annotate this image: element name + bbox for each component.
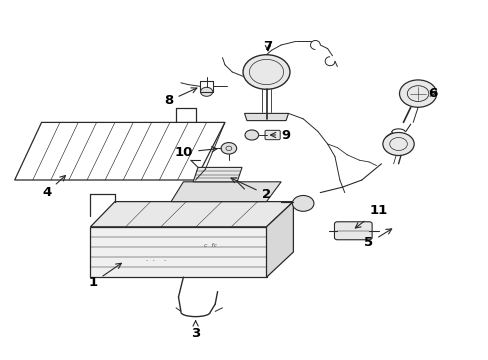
Text: 10: 10 — [174, 146, 217, 159]
FancyBboxPatch shape — [264, 130, 280, 140]
Text: 1: 1 — [88, 263, 121, 289]
Text: 4: 4 — [42, 176, 65, 199]
Circle shape — [382, 132, 413, 156]
Circle shape — [221, 143, 236, 154]
Text: 8: 8 — [164, 88, 197, 107]
Text: ·  ·    ·: · · · — [146, 258, 166, 264]
Circle shape — [200, 87, 212, 96]
Polygon shape — [171, 182, 281, 202]
FancyBboxPatch shape — [334, 222, 371, 240]
Text: 2: 2 — [230, 178, 270, 201]
Circle shape — [399, 80, 436, 107]
Text: 5: 5 — [364, 229, 391, 249]
Text: c  fc: c fc — [203, 243, 216, 248]
Polygon shape — [244, 113, 288, 121]
Polygon shape — [90, 227, 266, 277]
Text: 9: 9 — [270, 129, 290, 141]
Text: 11: 11 — [355, 204, 386, 228]
Text: 7: 7 — [263, 40, 272, 53]
Circle shape — [244, 130, 258, 140]
Polygon shape — [193, 167, 242, 182]
Text: 3: 3 — [191, 321, 200, 340]
Circle shape — [243, 55, 289, 89]
Polygon shape — [266, 202, 293, 277]
Circle shape — [292, 195, 313, 211]
Text: 6: 6 — [427, 87, 436, 100]
Polygon shape — [90, 202, 293, 227]
